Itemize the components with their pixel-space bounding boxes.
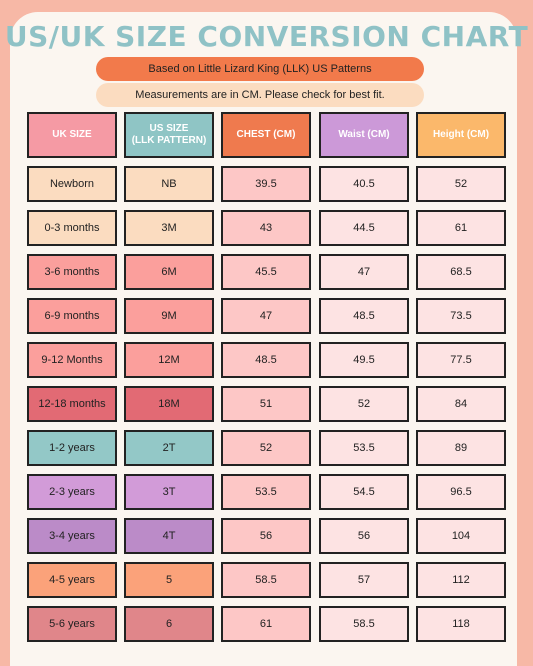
waist-cell: 48.5 [319,298,409,334]
uk-size-cell: 0-3 months [27,210,117,246]
chest-cell: 53.5 [221,474,311,510]
height-cell: 112 [416,562,506,598]
note-banner: Measurements are in CM. Please check for… [96,83,424,107]
chest-cell: 39.5 [221,166,311,202]
us-size-cell: 4T [124,518,214,554]
us-size-cell: 12M [124,342,214,378]
waist-cell: 56 [319,518,409,554]
waist-cell: 53.5 [319,430,409,466]
us-size-cell: 5 [124,562,214,598]
uk-size-cell: 2-3 years [27,474,117,510]
chest-cell: 61 [221,606,311,642]
height-cell: 73.5 [416,298,506,334]
header-uk-size: UK SIZE [27,112,117,158]
us-size-cell: 2T [124,430,214,466]
chest-cell: 58.5 [221,562,311,598]
uk-size-cell: 12-18 months [27,386,117,422]
us-size-cell: 6M [124,254,214,290]
waist-cell: 52 [319,386,409,422]
header-height: Height (CM) [416,112,506,158]
uk-size-cell: 9-12 Months [27,342,117,378]
height-cell: 96.5 [416,474,506,510]
height-cell: 68.5 [416,254,506,290]
page-title: US/UK SIZE CONVERSION CHART [4,20,529,53]
waist-cell: 58.5 [319,606,409,642]
chest-cell: 48.5 [221,342,311,378]
us-size-cell: 3T [124,474,214,510]
chest-cell: 52 [221,430,311,466]
chest-cell: 47 [221,298,311,334]
header-chest: CHEST (CM) [221,112,311,158]
header-us-size: US SIZE (LLK PATTERN) [124,112,214,158]
uk-size-cell: 5-6 years [27,606,117,642]
waist-cell: 49.5 [319,342,409,378]
chest-cell: 56 [221,518,311,554]
chest-cell: 45.5 [221,254,311,290]
chest-cell: 51 [221,386,311,422]
uk-size-cell: 4-5 years [27,562,117,598]
uk-size-cell: 3-4 years [27,518,117,554]
waist-cell: 54.5 [319,474,409,510]
us-size-cell: 6 [124,606,214,642]
waist-cell: 44.5 [319,210,409,246]
uk-size-cell: 1-2 years [27,430,117,466]
chest-cell: 43 [221,210,311,246]
height-cell: 77.5 [416,342,506,378]
us-size-cell: 9M [124,298,214,334]
waist-cell: 57 [319,562,409,598]
subtitle-banner: Based on Little Lizard King (LLK) US Pat… [96,57,424,81]
height-cell: 89 [416,430,506,466]
uk-size-cell: Newborn [27,166,117,202]
header-waist: Waist (CM) [319,112,409,158]
height-cell: 118 [416,606,506,642]
us-size-cell: 18M [124,386,214,422]
height-cell: 52 [416,166,506,202]
us-size-cell: NB [124,166,214,202]
waist-cell: 47 [319,254,409,290]
height-cell: 84 [416,386,506,422]
uk-size-cell: 3-6 months [27,254,117,290]
waist-cell: 40.5 [319,166,409,202]
height-cell: 104 [416,518,506,554]
us-size-cell: 3M [124,210,214,246]
uk-size-cell: 6-9 months [27,298,117,334]
height-cell: 61 [416,210,506,246]
